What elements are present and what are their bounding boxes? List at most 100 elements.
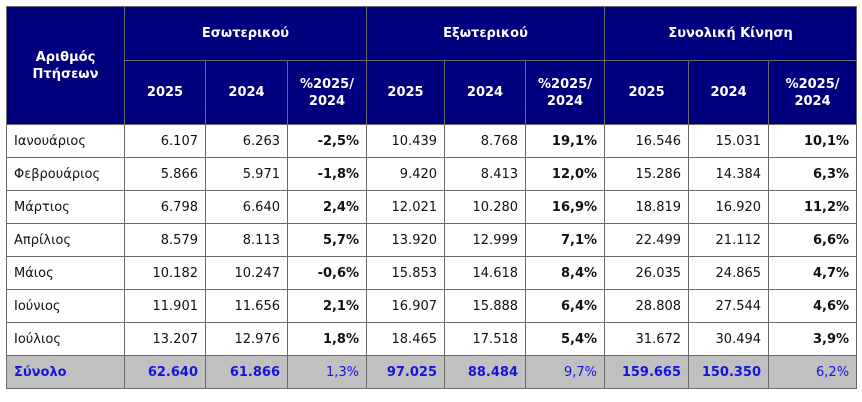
cell: 26.035 <box>604 256 690 290</box>
cell: -0,6% <box>286 256 368 290</box>
flights-table: Αριθμός Πτήσεων Εσωτερικού Εξωτερικού Συνολ… <box>6 6 858 389</box>
data-row: Ιούλιος 13.207 12.976 1,8% 18.465 17.518 5,4% 3… <box>6 322 858 356</box>
cell: 22.499 <box>604 223 690 257</box>
cell: 6.107 <box>124 124 206 158</box>
cell: 2,4% <box>286 190 368 224</box>
cell: 6,4% <box>525 289 606 323</box>
cell: 16,9% <box>525 190 606 224</box>
cell: 8.768 <box>444 124 527 158</box>
cell: 10,1% <box>768 124 858 158</box>
corner-header: Αριθμός Πτήσεων <box>6 6 125 125</box>
data-row: Ιούνιος 11.901 11.656 2,1% 16.907 15.888 6,4% 2… <box>6 289 858 323</box>
column-header: 2024 <box>444 60 527 125</box>
data-row: Ιανουάριος 6.107 6.263 -2,5% 10.439 8.768 19,1… <box>6 124 858 158</box>
column-header: 2025 <box>124 60 206 125</box>
total-cell: 159.665 <box>604 355 690 389</box>
month-label: Μάιος <box>6 256 125 290</box>
cell: 7,1% <box>525 223 606 257</box>
cell: 12.021 <box>366 190 446 224</box>
cell: 10.280 <box>444 190 527 224</box>
cell: 21.112 <box>688 223 770 257</box>
cell: 16.920 <box>688 190 770 224</box>
cell: 18.819 <box>604 190 690 224</box>
total-cell: 150.350 <box>688 355 770 389</box>
total-cell: 9,7% <box>525 355 606 389</box>
cell: 14.618 <box>444 256 527 290</box>
data-row: Μάρτιος 6.798 6.640 2,4% 12.021 10.280 16,9% 18… <box>6 190 858 224</box>
cell: 15.888 <box>444 289 527 323</box>
column-header: 2024 <box>688 60 770 125</box>
cell: 15.031 <box>688 124 770 158</box>
cell: 16.907 <box>366 289 446 323</box>
total-cell: 61.866 <box>205 355 288 389</box>
cell: 6,6% <box>768 223 858 257</box>
total-cell: 97.025 <box>366 355 446 389</box>
cell: 5,4% <box>525 322 606 356</box>
cell: 13.207 <box>124 322 206 356</box>
month-label: Ιούλιος <box>6 322 125 356</box>
cell: 5.866 <box>124 157 206 191</box>
month-label: Ιανουάριος <box>6 124 125 158</box>
data-row: Φεβρουάριος 5.866 5.971 -1,8% 9.420 8.413 12,0… <box>6 157 858 191</box>
cell: 16.546 <box>604 124 690 158</box>
cell: 6,3% <box>768 157 858 191</box>
cell: 12,0% <box>525 157 606 191</box>
column-header: 2024 <box>205 60 288 125</box>
header-row: Αριθμός Πτήσεων Εσωτερικού Εξωτερικού Συνολ… <box>6 6 858 125</box>
month-label: Ιούνιος <box>6 289 125 323</box>
cell: 24.865 <box>688 256 770 290</box>
cell: 31.672 <box>604 322 690 356</box>
cell: 6.263 <box>205 124 288 158</box>
cell: 15.853 <box>366 256 446 290</box>
cell: 3,9% <box>768 322 858 356</box>
group-header: Εξωτερικού <box>366 6 606 61</box>
cell: 10.247 <box>205 256 288 290</box>
column-header: 2025 <box>366 60 446 125</box>
cell: 2,1% <box>286 289 368 323</box>
total-cell: 88.484 <box>444 355 527 389</box>
group-header: Συνολική Κίνηση <box>604 6 858 61</box>
cell: 30.494 <box>688 322 770 356</box>
cell: 12.999 <box>444 223 527 257</box>
data-row: Μάιος 10.182 10.247 -0,6% 15.853 14.618 8,4% 26… <box>6 256 858 290</box>
cell: 9.420 <box>366 157 446 191</box>
column-header: %2025/ 2024 <box>525 60 606 125</box>
cell: 17.518 <box>444 322 527 356</box>
cell: 27.544 <box>688 289 770 323</box>
month-label: Απρίλιος <box>6 223 125 257</box>
cell: 1,8% <box>286 322 368 356</box>
cell: 28.808 <box>604 289 690 323</box>
cell: 8.113 <box>205 223 288 257</box>
cell: 18.465 <box>366 322 446 356</box>
total-cell: 6,2% <box>768 355 858 389</box>
subheader-row: 2025 2024 %2025/ 2024 2025 2024 %2025/ 2024 20… <box>7 60 858 125</box>
cell: 8,4% <box>525 256 606 290</box>
cell: 6.640 <box>205 190 288 224</box>
cell: 11,2% <box>768 190 858 224</box>
cell: 4,7% <box>768 256 858 290</box>
column-header: %2025/ 2024 <box>768 60 858 125</box>
cell: 5.971 <box>205 157 288 191</box>
month-label: Μάρτιος <box>6 190 125 224</box>
total-cell: 62.640 <box>124 355 206 389</box>
column-header: 2025 <box>604 60 690 125</box>
cell: 5,7% <box>286 223 368 257</box>
data-row: Απρίλιος 8.579 8.113 5,7% 13.920 12.999 7,1% 22… <box>6 223 858 257</box>
cell: 4,6% <box>768 289 858 323</box>
cell: 19,1% <box>525 124 606 158</box>
cell: 8.413 <box>444 157 527 191</box>
cell: -1,8% <box>286 157 368 191</box>
column-header: %2025/ 2024 <box>286 60 368 125</box>
cell: 11.656 <box>205 289 288 323</box>
month-label: Φεβρουάριος <box>6 157 125 191</box>
total-row: Σύνολο 62.640 61.866 1,3% 97.025 88.484 9,7% 15… <box>6 355 858 389</box>
cell: 15.286 <box>604 157 690 191</box>
cell: -2,5% <box>286 124 368 158</box>
group-header: Εσωτερικού <box>123 6 368 61</box>
cell: 10.439 <box>366 124 446 158</box>
cell: 10.182 <box>124 256 206 290</box>
cell: 6.798 <box>124 190 206 224</box>
cell: 14.384 <box>688 157 770 191</box>
total-label: Σύνολο <box>6 355 125 389</box>
